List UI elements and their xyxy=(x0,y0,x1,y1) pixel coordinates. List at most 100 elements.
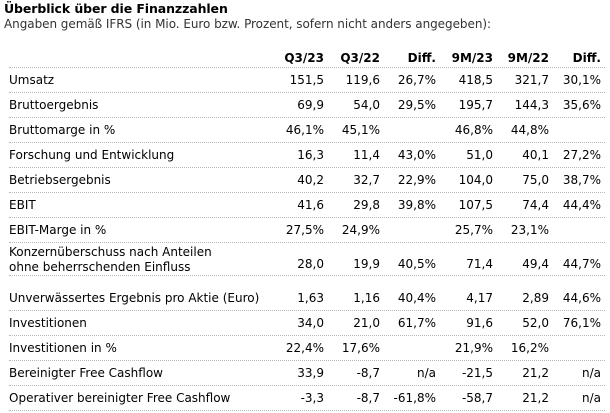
cell-9m-23: -21,5 xyxy=(461,366,493,380)
row-label: EBIT-Marge in % xyxy=(9,223,107,237)
row-label: Forschung und Entwicklung xyxy=(9,148,175,162)
page-subtitle: Angaben gemäß IFRS (in Mio. Euro bzw. Pr… xyxy=(4,17,491,31)
cell-9m-22: 74,4 xyxy=(522,198,549,212)
cell-diff-9m xyxy=(549,218,601,243)
table-row: Forschung und Entwicklung 16,3 11,4 43,0… xyxy=(0,143,610,168)
cell-q3-23: 41,6 xyxy=(297,198,324,212)
cell-9m-23: 21,9% xyxy=(454,341,493,355)
cell-q3-23: 34,0 xyxy=(297,316,324,330)
cell-q3-23: 22,4% xyxy=(285,341,324,355)
cell-9m-22: 21,2 xyxy=(522,391,549,405)
cell-9m-23: -58,7 xyxy=(461,391,493,405)
cell-q3-22: -8,7 xyxy=(356,366,380,380)
table-row: Umsatz 151,5 119,6 26,7% 418,5 321,7 30,… xyxy=(0,68,610,93)
column-header-9m-22: 9M/22 xyxy=(507,51,549,65)
cell-9m-22: 75,0 xyxy=(522,173,549,187)
cell-diff-q: 40,4% xyxy=(397,291,436,305)
cell-9m-23: 107,5 xyxy=(458,198,493,212)
cell-9m-22: 144,3 xyxy=(514,98,549,112)
column-header-diff-9m: Diff. xyxy=(572,51,601,65)
cell-diff-q: 22,9% xyxy=(397,173,436,187)
page-title: Überblick über die Finanzzahlen xyxy=(4,1,228,16)
cell-diff-9m: 30,1% xyxy=(562,73,601,87)
cell-diff-9m xyxy=(549,336,601,361)
cell-q3-22: 32,7 xyxy=(353,173,380,187)
cell-q3-22: 29,8 xyxy=(353,198,380,212)
row-label: Bruttomarge in % xyxy=(9,123,116,137)
cell-9m-22: 16,2% xyxy=(510,341,549,355)
cell-diff-q: 29,5% xyxy=(397,98,436,112)
cell-q3-22: 21,0 xyxy=(353,316,380,330)
row-label-line2: ohne beherrschenden Einfluss xyxy=(9,260,191,274)
cell-q3-22: 54,0 xyxy=(353,98,380,112)
cell-q3-23: 28,0 xyxy=(297,257,324,271)
cell-9m-23: 71,4 xyxy=(466,257,493,271)
row-label-line1: Konzernüberschuss nach Anteilen xyxy=(9,245,212,259)
table-row: EBIT-Marge in % 27,5% 24,9% 25,7% 23,1% xyxy=(0,218,610,243)
cell-q3-23: 69,9 xyxy=(297,98,324,112)
cell-q3-22: 45,1% xyxy=(341,123,380,137)
column-header-q3-23: Q3/23 xyxy=(284,51,324,65)
cell-diff-q: 39,8% xyxy=(397,198,436,212)
cell-diff-9m: 35,6% xyxy=(562,98,601,112)
cell-q3-23: 1,63 xyxy=(297,291,324,305)
cell-diff-9m: 44,6% xyxy=(562,291,601,305)
row-label: Bereinigter Free Cashflow xyxy=(9,366,163,380)
cell-diff-9m: 38,7% xyxy=(562,173,601,187)
cell-diff-q: n/a xyxy=(416,366,436,380)
table-row: Betriebsergebnis 40,2 32,7 22,9% 104,0 7… xyxy=(0,168,610,193)
cell-9m-23: 418,5 xyxy=(458,73,493,87)
cell-diff-q xyxy=(380,336,436,361)
column-header-diff-q: Diff. xyxy=(407,51,436,65)
cell-9m-23: 25,7% xyxy=(454,223,493,237)
row-label: Bruttoergebnis xyxy=(9,98,99,112)
cell-q3-22: -8,7 xyxy=(356,391,380,405)
row-label: Betriebsergebnis xyxy=(9,173,111,187)
cell-9m-22: 40,1 xyxy=(522,148,549,162)
cell-9m-22: 52,0 xyxy=(522,316,549,330)
table-row: EBIT 41,6 29,8 39,8% 107,5 74,4 44,4% xyxy=(0,193,610,218)
cell-q3-22: 11,4 xyxy=(353,148,380,162)
cell-9m-23: 46,8% xyxy=(454,123,493,137)
row-label: EBIT xyxy=(9,198,36,212)
row-label: Investitionen in % xyxy=(9,341,117,355)
cell-diff-9m xyxy=(549,118,601,143)
cell-q3-23: 33,9 xyxy=(297,366,324,380)
cell-diff-9m: 44,7% xyxy=(562,257,601,271)
cell-9m-22: 44,8% xyxy=(510,123,549,137)
cell-q3-23: 40,2 xyxy=(297,173,324,187)
cell-q3-23: 27,5% xyxy=(285,223,324,237)
cell-q3-22: 24,9% xyxy=(341,223,380,237)
cell-diff-q: -61,8% xyxy=(393,391,436,405)
cell-q3-22: 19,9 xyxy=(353,257,380,271)
cell-9m-22: 2,89 xyxy=(522,291,549,305)
column-header-q3-22: Q3/22 xyxy=(340,51,380,65)
table-row: Bruttomarge in % 46,1% 45,1% 46,8% 44,8% xyxy=(0,118,610,143)
cell-9m-22: 49,4 xyxy=(522,257,549,271)
cell-q3-22: 119,6 xyxy=(345,73,380,87)
table-row: Bruttoergebnis 69,9 54,0 29,5% 195,7 144… xyxy=(0,93,610,118)
cell-9m-22: 23,1% xyxy=(510,223,549,237)
table-row: Bereinigter Free Cashflow 33,9 -8,7 n/a … xyxy=(0,361,610,386)
row-label: Konzernüberschuss nach Anteilen ohne beh… xyxy=(9,245,212,278)
cell-diff-9m: 76,1% xyxy=(562,316,601,330)
table-row: Konzernüberschuss nach Anteilen ohne beh… xyxy=(0,243,610,276)
cell-q3-23: -3,3 xyxy=(300,391,324,405)
column-header-9m-23: 9M/23 xyxy=(451,51,493,65)
row-label: Unverwässertes Ergebnis pro Aktie (Euro) xyxy=(9,291,260,305)
cell-q3-22: 1,16 xyxy=(353,291,380,305)
cell-9m-23: 51,0 xyxy=(466,148,493,162)
row-label: Umsatz xyxy=(9,73,55,87)
cell-diff-q: 26,7% xyxy=(397,73,436,87)
cell-diff-9m: 27,2% xyxy=(562,148,601,162)
cell-diff-q: 61,7% xyxy=(397,316,436,330)
row-label: Operativer bereinigter Free Cashflow xyxy=(9,391,231,405)
cell-q3-22: 17,6% xyxy=(341,341,380,355)
cell-diff-9m: n/a xyxy=(581,366,601,380)
row-label: Investitionen xyxy=(9,316,87,330)
cell-q3-23: 46,1% xyxy=(285,123,324,137)
cell-diff-q: 43,0% xyxy=(397,148,436,162)
cell-9m-22: 21,2 xyxy=(522,366,549,380)
cell-diff-q xyxy=(380,218,436,243)
cell-q3-23: 151,5 xyxy=(289,73,324,87)
